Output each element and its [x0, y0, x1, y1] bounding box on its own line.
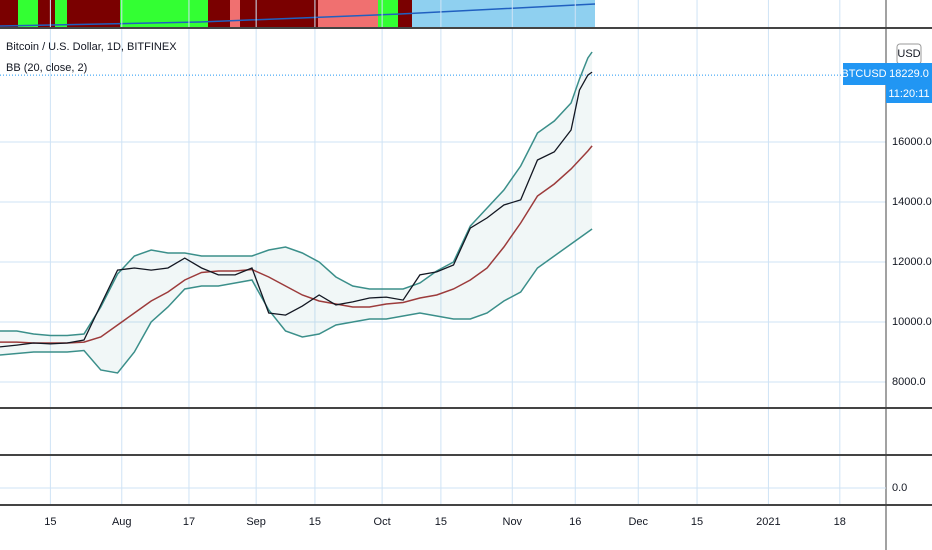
x-tick-label: Sep — [246, 516, 266, 528]
symbol-label: BTCUSD — [841, 68, 886, 80]
y-tick-label: 12000.0 — [892, 256, 932, 268]
lower-pane-label: 0.0 — [892, 482, 907, 494]
strip-block — [208, 0, 318, 28]
series-line — [0, 145, 593, 344]
x-tick-label: 17 — [183, 516, 195, 528]
indicator-label: BB (20, close, 2) — [6, 62, 87, 74]
plot — [0, 51, 593, 374]
x-tick-label: Aug — [112, 516, 132, 528]
y-tick-label: 8000.0 — [892, 376, 926, 388]
strip-block — [318, 0, 378, 28]
strip-block — [18, 0, 38, 28]
currency-label[interactable]: USD — [897, 48, 920, 60]
series-line — [0, 51, 593, 337]
price-tag — [886, 63, 932, 103]
symbol-tag — [843, 63, 886, 85]
chart-title: Bitcoin / U.S. Dollar, 1D, BITFINEX — [6, 41, 177, 53]
grid — [0, 0, 886, 505]
x-tick-label: 15 — [309, 516, 321, 528]
y-tick-label: 10000.0 — [892, 316, 932, 328]
series-line — [0, 71, 593, 348]
top-indicator-strip — [0, 0, 596, 28]
x-tick-label: 15 — [691, 516, 703, 528]
x-tick-label: Oct — [374, 516, 391, 528]
x-tick-label: 15 — [44, 516, 56, 528]
x-tick-label: 16 — [569, 516, 581, 528]
x-tick-label: Nov — [503, 516, 523, 528]
y-tick-label: 14000.0 — [892, 196, 932, 208]
countdown: 11:20:11 — [888, 88, 929, 100]
x-tick-label: Dec — [628, 516, 648, 528]
y-tick-label: 16000.0 — [892, 136, 932, 148]
series-line — [0, 228, 593, 374]
strip-block — [230, 0, 240, 28]
last-price: 18229.0 — [889, 68, 929, 80]
x-tick-label: 2021 — [756, 516, 780, 528]
x-tick-label: 15 — [435, 516, 447, 528]
x-tick-label: 18 — [834, 516, 846, 528]
strip-line — [0, 3, 596, 27]
strip-block — [55, 0, 67, 28]
